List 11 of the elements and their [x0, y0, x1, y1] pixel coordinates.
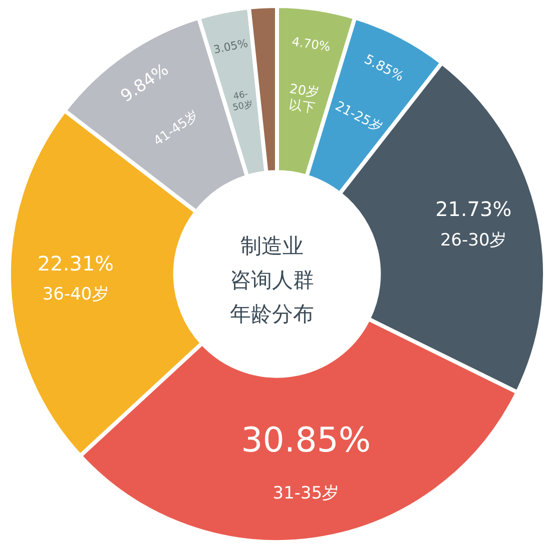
- data-label: 3.05%: [212, 36, 250, 56]
- slice-label: 31-35岁: [272, 483, 340, 504]
- data-label: 22.31%: [38, 251, 114, 276]
- data-label: 21.73%: [435, 197, 512, 222]
- data-label: 4.70%: [290, 34, 332, 54]
- data-label: 30.85%: [241, 420, 371, 461]
- slice-label: 20岁以下: [288, 82, 320, 116]
- slice-label: 36-40岁: [42, 284, 109, 304]
- text: 制造业咨询人群年龄分布: [229, 233, 315, 328]
- slice-label: 46-50岁: [232, 90, 254, 114]
- slice-label: 26-30岁: [440, 230, 507, 250]
